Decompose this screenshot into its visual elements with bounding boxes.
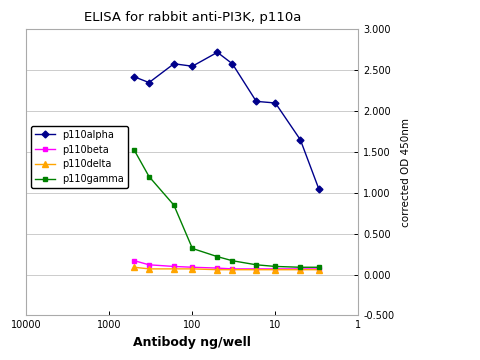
p110delta	[215, 267, 220, 272]
p110alpha	[229, 62, 235, 66]
p110beta	[171, 264, 177, 269]
p110delta	[316, 267, 322, 272]
Line: p110alpha: p110alpha	[132, 50, 321, 191]
X-axis label: Antibody ng/well: Antibody ng/well	[133, 336, 252, 349]
p110delta	[190, 267, 195, 271]
p110delta	[298, 267, 303, 272]
p110delta	[253, 267, 259, 272]
Line: p110gamma: p110gamma	[132, 148, 321, 270]
p110beta	[229, 267, 235, 271]
p110alpha	[190, 64, 195, 68]
Legend: p110alpha, p110beta, p110delta, p110gamma: p110alpha, p110beta, p110delta, p110gamm…	[31, 126, 128, 188]
p110beta	[316, 267, 322, 271]
p110beta	[273, 267, 278, 271]
Title: ELISA for rabbit anti-PI3K, p110a: ELISA for rabbit anti-PI3K, p110a	[84, 11, 301, 24]
p110delta	[171, 267, 177, 271]
p110beta	[298, 267, 303, 271]
p110alpha	[298, 138, 303, 142]
p110beta	[132, 258, 137, 263]
p110delta	[229, 267, 235, 272]
p110beta	[253, 267, 259, 271]
p110alpha	[171, 62, 177, 66]
Line: p110beta: p110beta	[132, 258, 321, 271]
Line: p110delta: p110delta	[132, 265, 322, 273]
p110gamma	[190, 246, 195, 251]
p110alpha	[132, 75, 137, 79]
p110gamma	[229, 258, 235, 263]
p110alpha	[146, 80, 152, 85]
p110delta	[146, 267, 152, 271]
p110beta	[190, 265, 195, 269]
p110gamma	[215, 255, 220, 259]
Y-axis label: corrected OD 450nm: corrected OD 450nm	[401, 118, 411, 227]
p110delta	[132, 265, 137, 269]
p110beta	[215, 266, 220, 270]
p110alpha	[316, 186, 322, 191]
p110alpha	[215, 50, 220, 54]
p110gamma	[146, 174, 152, 179]
p110gamma	[316, 265, 322, 269]
p110gamma	[298, 265, 303, 269]
p110gamma	[273, 264, 278, 269]
p110gamma	[253, 263, 259, 267]
p110delta	[273, 267, 278, 272]
p110gamma	[171, 203, 177, 207]
p110alpha	[273, 101, 278, 105]
p110alpha	[253, 99, 259, 104]
p110beta	[146, 263, 152, 267]
p110gamma	[132, 148, 137, 153]
